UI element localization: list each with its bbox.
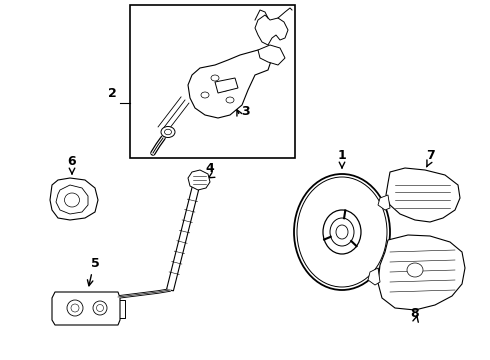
Polygon shape: [188, 170, 210, 190]
Ellipse shape: [67, 300, 83, 316]
Ellipse shape: [330, 218, 354, 246]
Polygon shape: [215, 78, 238, 93]
Text: 1: 1: [338, 149, 346, 162]
Ellipse shape: [161, 126, 175, 138]
Polygon shape: [255, 15, 288, 45]
Text: 7: 7: [426, 149, 434, 162]
Polygon shape: [50, 178, 98, 220]
Polygon shape: [52, 292, 120, 325]
Ellipse shape: [323, 210, 361, 254]
Ellipse shape: [97, 305, 103, 311]
Ellipse shape: [201, 92, 209, 98]
Polygon shape: [167, 177, 201, 291]
Ellipse shape: [221, 85, 229, 91]
Ellipse shape: [336, 225, 348, 239]
Ellipse shape: [294, 174, 390, 290]
Polygon shape: [258, 45, 285, 65]
Ellipse shape: [65, 193, 79, 207]
Ellipse shape: [297, 177, 387, 287]
Ellipse shape: [71, 304, 79, 312]
Polygon shape: [386, 168, 460, 222]
Text: 6: 6: [68, 155, 76, 168]
Text: 3: 3: [241, 105, 249, 118]
Polygon shape: [368, 268, 380, 285]
Polygon shape: [188, 50, 272, 118]
Ellipse shape: [407, 263, 423, 277]
Text: 4: 4: [206, 162, 215, 175]
Text: 5: 5: [91, 257, 99, 270]
Polygon shape: [56, 185, 88, 214]
Text: 2: 2: [108, 87, 117, 100]
Bar: [130, 5, 295, 158]
Text: 8: 8: [411, 307, 419, 320]
Polygon shape: [378, 235, 465, 310]
Ellipse shape: [93, 301, 107, 315]
Ellipse shape: [211, 75, 219, 81]
Ellipse shape: [165, 129, 172, 135]
Ellipse shape: [226, 97, 234, 103]
Polygon shape: [378, 195, 390, 210]
